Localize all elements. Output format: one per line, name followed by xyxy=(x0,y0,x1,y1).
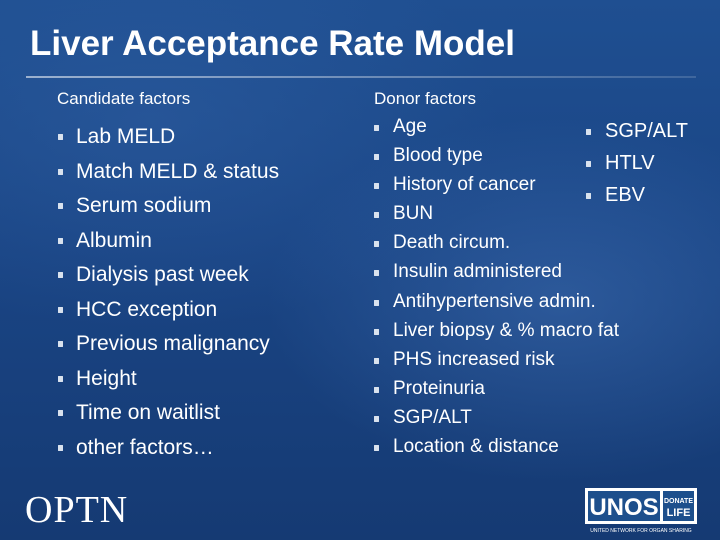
life-text: LIFE xyxy=(667,507,691,519)
bullet-icon xyxy=(374,183,379,190)
list-item: History of cancer xyxy=(374,171,619,200)
bullet-icon xyxy=(58,444,63,451)
list-item: Age xyxy=(374,113,619,142)
list-item-text: Antihypertensive admin. xyxy=(393,290,596,312)
list-item: Match MELD & status xyxy=(58,155,279,190)
bullet-icon xyxy=(58,272,63,278)
list-item-text: Height xyxy=(76,366,137,390)
bullet-icon xyxy=(58,134,63,140)
list-item-text: Dialysis past week xyxy=(76,263,249,286)
list-item-text: HCC exception xyxy=(76,297,218,321)
bullet-icon xyxy=(58,237,63,244)
bullet-icon xyxy=(586,129,591,135)
list-item-text: Location & distance xyxy=(393,436,559,458)
list-item: Serum sodium xyxy=(58,189,279,224)
list-item-text: SGP/ALT xyxy=(605,120,688,142)
list-item: Albumin xyxy=(58,224,279,259)
list-item-text: Match MELD & status xyxy=(76,159,280,183)
list-item: Lab MELD xyxy=(58,120,279,155)
list-item-text: HTLV xyxy=(605,152,655,174)
bullet-icon xyxy=(58,375,63,382)
list-item: Insulin administered xyxy=(374,258,619,287)
list-item-text: Albumin xyxy=(76,228,152,252)
list-item-text: BUN xyxy=(393,203,434,225)
unos-tagline: UNITED NETWORK FOR ORGAN SHARING xyxy=(590,528,692,534)
list-item-text: Previous malignancy xyxy=(76,332,270,355)
bullet-icon xyxy=(58,341,63,347)
bullet-icon xyxy=(374,357,379,364)
bullet-icon xyxy=(374,270,379,277)
bullet-icon xyxy=(58,168,63,175)
bullet-icon xyxy=(58,203,63,209)
list-item-text: Insulin administered xyxy=(393,261,562,283)
list-item: Previous malignancy xyxy=(58,327,279,362)
list-item: other factors… xyxy=(58,431,279,466)
bullet-icon xyxy=(586,161,591,167)
bullet-icon xyxy=(58,306,63,313)
list-item-text: SGP/ALT xyxy=(393,406,472,428)
list-item: Blood type xyxy=(374,142,619,171)
list-item-text: Liver biopsy & % macro fat xyxy=(393,319,619,341)
list-item-text: History of cancer xyxy=(393,174,536,196)
unos-logo-text: UNOS xyxy=(589,494,658,521)
list-item-text: other factors… xyxy=(76,435,214,459)
list-item-text: Lab MELD xyxy=(76,125,176,148)
bullet-icon xyxy=(374,299,379,306)
list-item: BUN xyxy=(374,200,619,229)
donor-factors-heading: Donor factors xyxy=(374,89,477,108)
bullet-icon xyxy=(374,154,379,161)
list-item-text: Serum sodium xyxy=(76,194,212,217)
list-item-text: Age xyxy=(393,116,427,137)
donor-factors-list: Age Blood type History of cancer BUN Dea… xyxy=(374,113,619,462)
list-item: PHS increased risk xyxy=(374,346,619,375)
bullet-icon xyxy=(374,212,379,219)
list-item: Death circum. xyxy=(374,229,619,258)
list-item: HTLV xyxy=(586,149,688,181)
bullet-icon xyxy=(58,410,63,416)
list-item: EBV xyxy=(586,181,688,213)
bullet-icon xyxy=(374,328,379,335)
slide-title: Liver Acceptance Rate Model xyxy=(30,24,515,63)
bullet-icon xyxy=(374,386,379,393)
bullet-icon xyxy=(586,193,591,199)
list-item: Time on waitlist xyxy=(58,396,279,431)
list-item-text: EBV xyxy=(605,184,646,206)
donate-text: DONATE xyxy=(664,498,693,505)
bullet-icon xyxy=(374,415,379,422)
bullet-icon xyxy=(374,445,379,452)
list-item-text: Time on waitlist xyxy=(76,401,220,424)
list-item: Proteinuria xyxy=(374,375,619,404)
donate-life-panel xyxy=(663,491,694,521)
list-item: Height xyxy=(58,362,279,397)
list-item-text: PHS increased risk xyxy=(393,348,555,370)
list-item: Dialysis past week xyxy=(58,258,279,293)
list-item: SGP/ALT xyxy=(586,117,688,149)
unos-logo: UNOS DONATE LIFE UNITED NETWORK FOR ORGA… xyxy=(585,488,697,534)
candidate-factors-list: Lab MELD Match MELD & status Serum sodiu… xyxy=(58,120,279,465)
list-item: Antihypertensive admin. xyxy=(374,288,619,317)
list-item-text: Proteinuria xyxy=(393,377,485,399)
list-item: SGP/ALT xyxy=(374,404,619,433)
optn-logo: OPTN xyxy=(25,489,129,531)
donor-extra-factors-list: SGP/ALT HTLV EBV xyxy=(586,117,688,213)
list-item: Location & distance xyxy=(374,433,619,462)
title-rule xyxy=(26,76,696,78)
list-item-text: Death circum. xyxy=(393,232,511,254)
unos-logo-panel xyxy=(588,491,660,521)
bullet-icon xyxy=(374,125,379,131)
list-item-text: Blood type xyxy=(393,145,483,167)
list-item: HCC exception xyxy=(58,293,279,328)
list-item: Liver biopsy & % macro fat xyxy=(374,317,619,346)
candidate-factors-heading: Candidate factors xyxy=(57,89,191,108)
bullet-icon xyxy=(374,241,379,248)
